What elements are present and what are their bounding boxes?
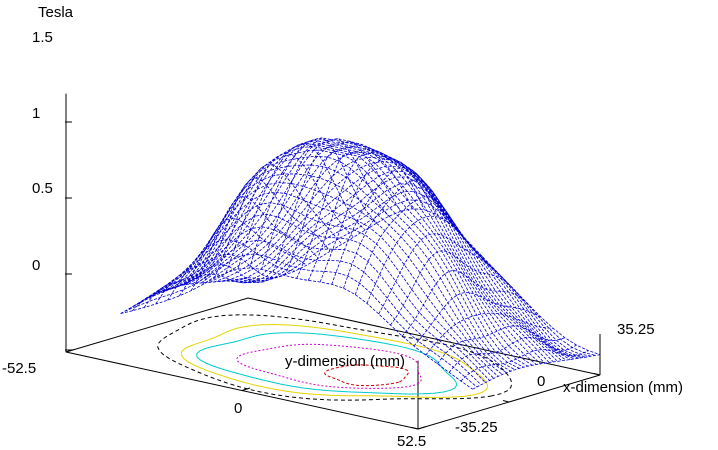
contour-line	[236, 343, 422, 389]
surface-mesh-line	[124, 253, 478, 388]
surface-mesh-line	[137, 213, 490, 381]
surface-mesh-line	[201, 141, 554, 363]
surface-mesh-line	[154, 173, 507, 374]
contour-line	[157, 314, 513, 401]
surface-mesh-line	[239, 191, 592, 357]
surface-mesh-line	[213, 157, 567, 361]
surface-mesh-line	[243, 199, 596, 356]
y-tick-label-pos: 52.5	[397, 433, 426, 450]
contour-line	[196, 332, 458, 395]
x-tick	[411, 427, 419, 430]
z-tick-label-1-5: 1.5	[32, 29, 53, 46]
surface-mesh-line	[202, 178, 331, 285]
surface-mesh-line	[192, 137, 546, 364]
surface-mesh-line	[175, 142, 529, 367]
surface-mesh-line	[209, 151, 563, 362]
y-tick	[241, 387, 251, 391]
surface-mesh-line	[141, 202, 495, 379]
y-axis-label: y-dimension (mm)	[285, 353, 405, 370]
x-tick	[593, 373, 601, 376]
surface-mesh-line	[205, 146, 558, 362]
surface-mesh-line	[155, 253, 284, 305]
z-tick-label-0-5: 0.5	[32, 180, 53, 197]
surface-mesh-line	[247, 208, 601, 355]
surface-mesh-line	[145, 191, 499, 377]
surface-mesh-line	[128, 239, 482, 386]
surface-mesh-line	[196, 138, 550, 363]
surface-mesh-line	[222, 165, 575, 360]
surface-mesh-line	[158, 164, 512, 372]
x-tick-label-zero: 0	[537, 373, 545, 390]
y-tick-label-neg: -52.5	[2, 360, 36, 377]
z-tick-label-0: 0	[32, 257, 40, 274]
surface-mesh-line	[184, 139, 537, 365]
surface-mesh-line	[150, 182, 503, 375]
surface-mesh-line	[133, 226, 486, 383]
surface-mesh-line	[230, 176, 584, 358]
z-axis-title: Tesla	[38, 4, 74, 21]
y-tick	[417, 426, 427, 430]
surface-mesh-line	[120, 267, 473, 390]
x-tick-label-neg: -35.25	[455, 419, 498, 436]
surface-mesh-line	[143, 264, 272, 308]
surface-mesh-line	[235, 183, 588, 358]
surface-mesh-line	[188, 138, 541, 365]
surface-mesh-line	[226, 170, 579, 359]
surface-mesh-line	[163, 155, 516, 371]
surface-mesh-line	[167, 149, 520, 369]
surface-mesh-line	[171, 145, 524, 368]
contour-line	[324, 364, 410, 387]
x-axis-label: x-dimension (mm)	[563, 379, 683, 396]
surface-mesh-line	[218, 161, 571, 360]
x-tick	[502, 400, 510, 403]
contour-line	[180, 323, 489, 398]
y-tick	[65, 349, 75, 353]
z-tick-label-1: 1	[32, 105, 40, 122]
y-tick-label-zero: 0	[234, 400, 242, 417]
surface-mesh-line	[261, 138, 390, 270]
x-tick-label-pos: 35.25	[617, 321, 655, 338]
surface-mesh-line	[354, 196, 483, 295]
surface-mesh-line	[331, 166, 460, 285]
